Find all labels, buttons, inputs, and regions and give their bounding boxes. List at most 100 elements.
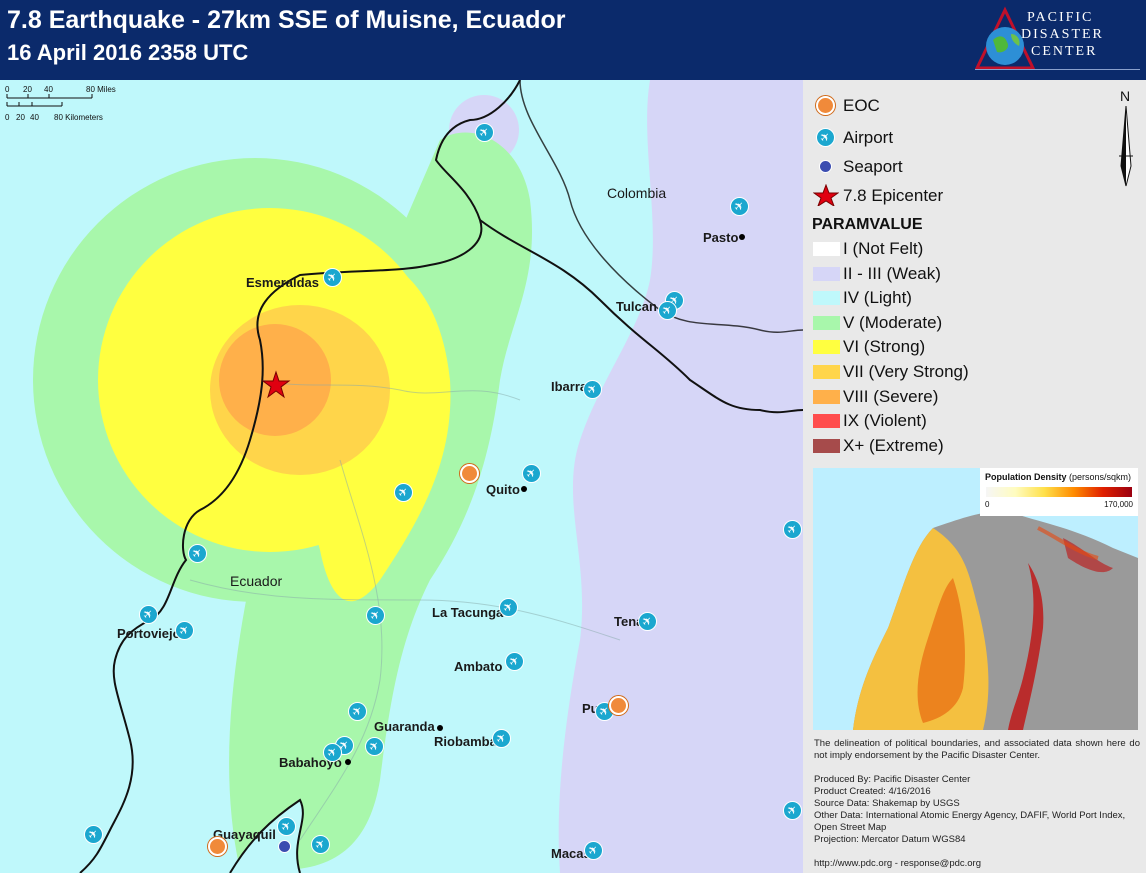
- epicenter-star-icon[interactable]: [261, 370, 291, 399]
- airport-icon[interactable]: [323, 268, 342, 287]
- population-density-min: 0: [985, 500, 990, 509]
- airport-icon[interactable]: [730, 197, 749, 216]
- airport-icon[interactable]: [584, 841, 603, 860]
- population-density-gradient: [986, 487, 1132, 497]
- population-density-inset: Population Density (persons/sqkm) 0 170,…: [813, 468, 1138, 730]
- international-border-north: [519, 80, 803, 333]
- eoc-icon[interactable]: [609, 696, 628, 715]
- legend-label: EOC: [843, 96, 880, 115]
- airport-icon[interactable]: [188, 544, 207, 563]
- intensity-label: II - III (Weak): [843, 263, 941, 283]
- scale-tick: 40: [30, 113, 39, 122]
- legend-label: 7.8 Epicenter: [843, 186, 944, 205]
- airport-icon[interactable]: [499, 598, 518, 617]
- map-canvas: [33, 80, 803, 873]
- airport-icon[interactable]: [638, 612, 657, 631]
- population-density-legend: Population Density (persons/sqkm) 0 170,…: [980, 468, 1138, 516]
- intensity-label: VI (Strong): [843, 337, 926, 357]
- legend-label: Seaport: [843, 157, 903, 176]
- intensity-label: VIII (Severe): [843, 386, 939, 406]
- airport-icon[interactable]: [366, 606, 385, 625]
- legend-label: Airport: [843, 128, 894, 147]
- airport-icon[interactable]: [311, 835, 330, 854]
- intensity-swatch: [813, 291, 840, 306]
- intensity-label: VII (Very Strong): [843, 362, 969, 381]
- airport-icon[interactable]: [475, 123, 494, 142]
- province-boundary: [299, 459, 383, 841]
- credit-line: Source Data: Shakemap by USGS: [814, 798, 960, 809]
- credit-line: Produced By: Pacific Disaster Center: [814, 774, 971, 785]
- airport-icon[interactable]: [84, 825, 103, 844]
- north-label: N: [1120, 88, 1131, 104]
- eoc-icon: [816, 96, 835, 115]
- airport-icon[interactable]: [783, 520, 802, 539]
- airport-icon[interactable]: [365, 737, 384, 756]
- city-label: Quito: [486, 482, 520, 497]
- city-label: Portoviejo: [117, 626, 181, 641]
- city-label: Ibarra: [551, 379, 588, 394]
- city-label: Guaranda: [374, 719, 435, 734]
- intensity-swatch: [813, 389, 840, 404]
- scale-tick: 0: [5, 113, 10, 122]
- airport-icon[interactable]: [522, 464, 541, 483]
- logo-rule: [975, 69, 1140, 70]
- population-density-unit: (persons/sqkm): [1069, 472, 1132, 482]
- city-label: Esmeraldas: [246, 275, 319, 290]
- city-dot: [739, 234, 745, 240]
- city-label: Pasto: [703, 230, 739, 245]
- population-density-max: 170,000: [1104, 500, 1133, 509]
- credit-line: Other Data: International Atomic Energy …: [814, 810, 1126, 833]
- airport-icon[interactable]: [658, 301, 677, 320]
- scale-tick-miles: 80 Miles: [86, 85, 116, 94]
- population-density-map: [853, 511, 1138, 730]
- title-bar: 7.8 Earthquake - 27km SSE of Muisne, Ecu…: [0, 0, 1146, 80]
- city-label: Riobamba: [434, 734, 497, 749]
- airport-icon[interactable]: [492, 729, 511, 748]
- credits: Produced By: Pacific Disaster Center Pro…: [814, 774, 1140, 846]
- scale-tick: 20: [23, 85, 32, 94]
- scale-bar: 0 20 40 80 Miles 0 20 40 80 Kilometers: [4, 84, 134, 124]
- intensity-label: X+ (Extreme): [843, 435, 944, 455]
- intensity-label: I (Not Felt): [843, 239, 924, 258]
- intensity-swatch: [813, 438, 840, 453]
- intensity-label: IV (Light): [843, 288, 912, 308]
- airport-icon[interactable]: [505, 652, 524, 671]
- city-dot: [521, 486, 527, 492]
- airport-icon[interactable]: [277, 817, 296, 836]
- airport-icon[interactable]: [175, 621, 194, 640]
- credit-line: Product Created: 4/16/2016: [814, 786, 931, 797]
- intensity-swatch: [813, 242, 840, 256]
- country-label: Colombia: [607, 185, 667, 201]
- credit-line: Projection: Mercator Datum WGS84: [814, 834, 966, 845]
- city-label: Tena: [614, 614, 644, 629]
- airport-icon[interactable]: [394, 483, 413, 502]
- seaport-icon: [819, 160, 832, 173]
- eoc-icon[interactable]: [460, 464, 479, 483]
- pdc-globe-icon: [975, 6, 1035, 70]
- eoc-icon[interactable]: [208, 837, 227, 856]
- north-arrow-icon: [1119, 106, 1133, 187]
- footer-contact[interactable]: http://www.pdc.org - response@pdc.org: [814, 858, 982, 869]
- weak-intensity-zone: [558, 80, 803, 873]
- country-label: Ecuador: [230, 573, 283, 589]
- airport-icon[interactable]: [139, 605, 158, 624]
- province-boundary: [189, 579, 621, 641]
- airport-icon[interactable]: [323, 743, 342, 762]
- scale-tick-km: 80 Kilometers: [54, 113, 103, 122]
- city-label: La Tacunga: [432, 605, 504, 620]
- airport-icon[interactable]: [783, 801, 802, 820]
- seaport-icon[interactable]: [278, 840, 291, 853]
- city-label: Tulcan: [616, 299, 657, 314]
- epicenter-star-icon: [813, 184, 839, 206]
- airport-icon[interactable]: [583, 380, 602, 399]
- logo-line-2: DISASTER: [1021, 27, 1104, 42]
- scale-bar-graphic: [6, 94, 93, 107]
- city-dot: [345, 759, 351, 765]
- airport-icon: [816, 128, 835, 147]
- legend-panel: EOC Airport Seaport 7.8 Epicenter PARAMV…: [803, 80, 1146, 873]
- intensity-map[interactable]: 0 20 40 80 Miles 0 20 40 80 Kilometers C…: [0, 80, 803, 873]
- logo-line-1: PACIFIC: [1027, 10, 1094, 25]
- intensity-swatch: [813, 315, 840, 330]
- airport-icon[interactable]: [348, 702, 367, 721]
- population-density-title: Population Density (persons/sqkm): [985, 472, 1131, 482]
